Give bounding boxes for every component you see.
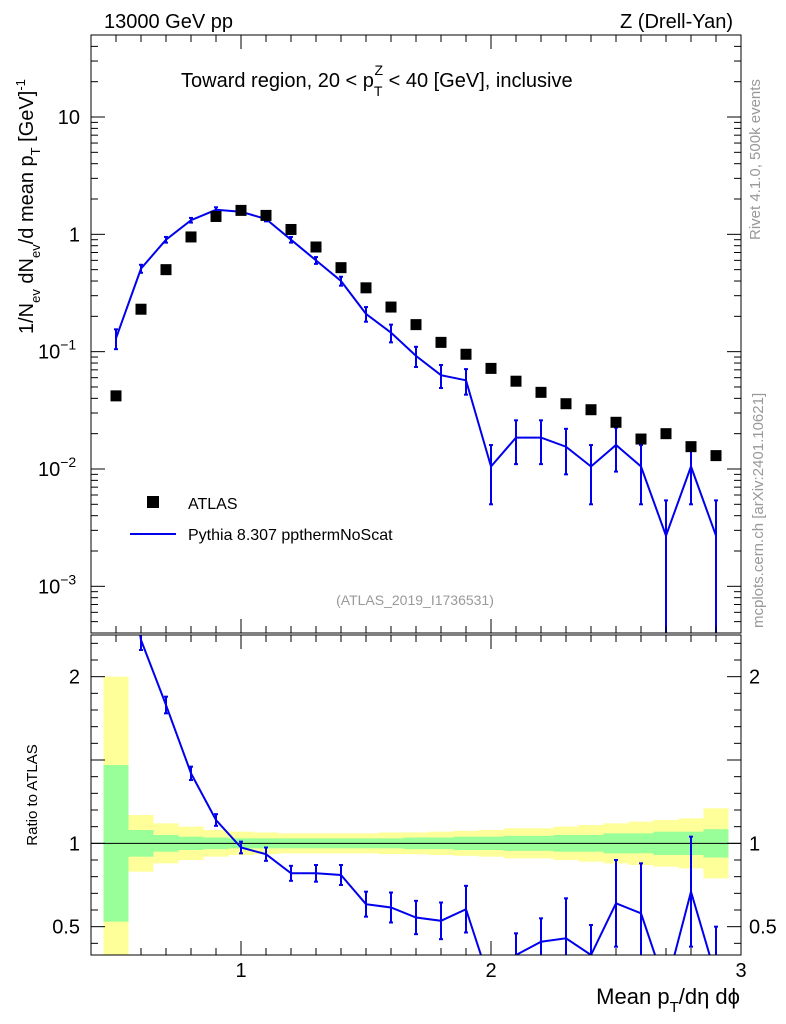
ratio-error-bars: [139, 635, 718, 955]
ratio-y-tick-label-left: 2: [69, 667, 80, 689]
ratio-frame: [90, 634, 742, 956]
atlas-data-point: [710, 450, 722, 462]
analysis-watermark: (ATLAS_2019_I1736531): [336, 592, 494, 608]
atlas-data-point: [310, 241, 322, 253]
atlas-data-point: [460, 348, 472, 360]
ratio-plot-area: [91, 635, 741, 955]
atlas-data-point: [285, 223, 297, 235]
main-y-tick-label: 10−3: [38, 571, 76, 598]
main-axis-ticks: [90, 34, 742, 955]
main-y-tick-label: 10−1: [38, 337, 76, 364]
legend-mc-label: Pythia 8.307 ppthermNoScat: [188, 527, 393, 544]
atlas-data-point: [385, 301, 397, 313]
main-y-tick-label: 1: [69, 224, 80, 246]
legend-data-label: ATLAS: [188, 496, 238, 513]
atlas-data-point: [110, 390, 122, 402]
x-axis-label: Mean pT/dη dϕ: [596, 984, 740, 1016]
atlas-data-point: [335, 262, 347, 274]
main-y-tick-labels: 10 1 10−1 10−2 10−3: [38, 107, 80, 598]
atlas-data-point: [685, 441, 697, 453]
main-y-axis-label: 1/Nev dNev/d mean pT [GeV]-1: [13, 79, 43, 334]
legend-data-marker: [147, 496, 159, 508]
ratio-y-tick-label-left: 1: [69, 833, 80, 855]
atlas-data-point: [560, 398, 572, 410]
x-tick-label: 2: [485, 960, 496, 982]
atlas-data-point: [635, 433, 647, 445]
header-left: 13000 GeV pp: [104, 11, 233, 33]
ratio-line: [139, 635, 711, 955]
atlas-data-point: [210, 210, 222, 222]
ratio-axis-ticks: [91, 642, 741, 944]
main-plot-area: [110, 204, 722, 633]
atlas-data-point: [610, 416, 622, 428]
ratio-y-tick-label-right: 0.5: [749, 917, 777, 939]
ratio-y-tick-label-right: 2: [749, 667, 760, 689]
mcplots-label: mcplots.cern.ch [arXiv:2401.10621]: [750, 393, 767, 628]
ratio-y-axis-label: Ratio to ATLAS: [24, 744, 41, 845]
rivet-version-label: Rivet 4.1.0, 500k events: [747, 79, 764, 240]
ratio-panel: 0.5 0.5 1 1 2 2 1 2 3 Ratio to ATLAS Mean pT/dη…: [24, 634, 777, 1016]
atlas-data-point: [535, 386, 547, 398]
atlas-data-point: [585, 404, 597, 416]
x-tick-label: 3: [735, 960, 746, 982]
atlas-data-point: [660, 428, 672, 440]
atlas-data-point: [260, 209, 272, 221]
mc-line: [115, 208, 717, 539]
ratio-y-tick-label-left: 0.5: [52, 917, 80, 939]
ratio-y-tick-label-right: 1: [749, 833, 760, 855]
atlas-data-point: [510, 375, 522, 387]
atlas-data-point: [135, 303, 147, 315]
x-tick-label: 1: [235, 960, 246, 982]
atlas-data-point: [360, 282, 372, 294]
atlas-data-point: [435, 336, 447, 348]
main-y-tick-label: 10: [58, 107, 80, 129]
main-y-tick-label: 10−2: [38, 454, 76, 481]
atlas-data-point: [185, 231, 197, 243]
atlas-data-point: [235, 204, 247, 216]
ratio-y-tick-labels: 0.5 0.5 1 1 2 2: [52, 667, 777, 939]
legend: ATLAS Pythia 8.307 ppthermNoScat: [130, 496, 393, 544]
data-markers: [110, 204, 722, 462]
x-tick-labels: 1 2 3: [235, 960, 746, 982]
header-right: Z (Drell-Yan): [620, 11, 733, 33]
atlas-data-point: [160, 264, 172, 276]
atlas-data-point: [410, 319, 422, 331]
atlas-data-point: [485, 362, 497, 374]
main-title: Toward region, 20 < pTZ < 40 [GeV], incl…: [181, 62, 573, 99]
